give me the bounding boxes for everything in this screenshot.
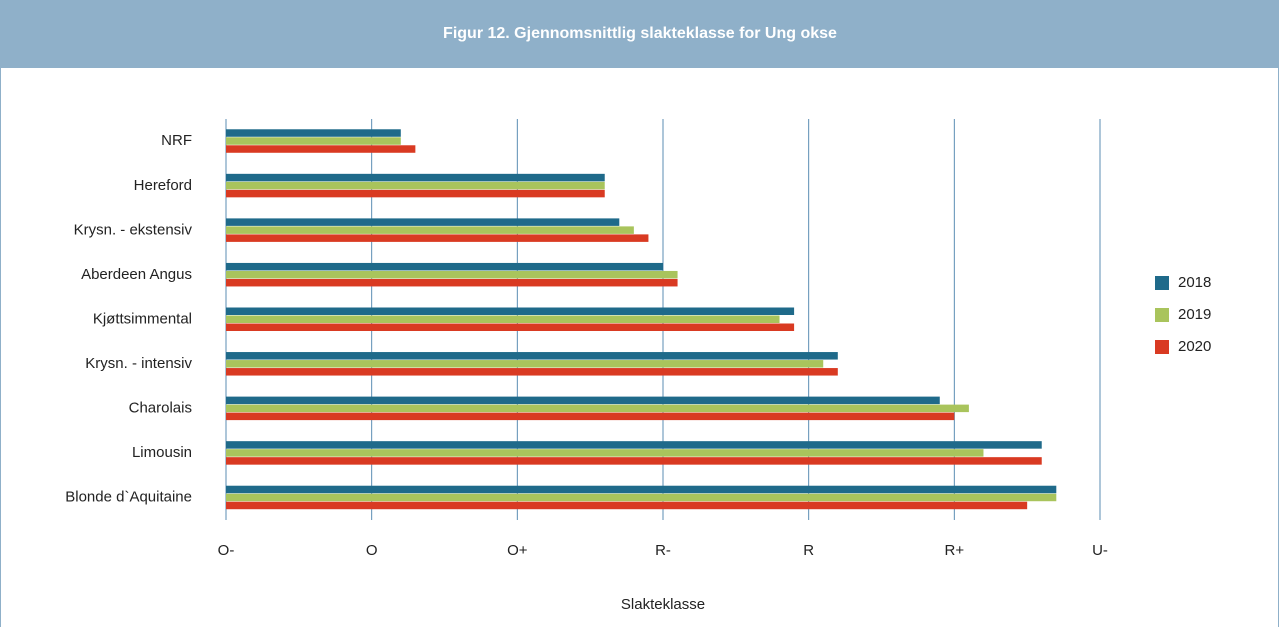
bar bbox=[226, 181, 605, 190]
x-axis-label: Slakteklasse bbox=[621, 596, 705, 613]
bar bbox=[226, 404, 969, 413]
y-tick-label: Kjøttsimmental bbox=[93, 310, 192, 327]
bar bbox=[226, 226, 634, 234]
header bbox=[0, 0, 1279, 68]
x-tick-label: R+ bbox=[945, 542, 965, 559]
x-tick-label: R bbox=[803, 542, 814, 559]
legend-swatch bbox=[1155, 276, 1169, 290]
bar bbox=[226, 278, 678, 287]
y-tick-label: Charolais bbox=[129, 400, 192, 417]
bar bbox=[226, 129, 401, 137]
legend-swatch bbox=[1155, 308, 1169, 322]
legend-label: 2019 bbox=[1178, 306, 1211, 323]
y-tick-label: Hereford bbox=[134, 177, 192, 194]
bar bbox=[226, 262, 663, 271]
bar bbox=[226, 352, 838, 360]
x-tick-label: R- bbox=[655, 542, 671, 559]
bar bbox=[226, 441, 1042, 449]
bar bbox=[226, 493, 1057, 502]
y-tick-label: Limousin bbox=[132, 444, 192, 461]
bar bbox=[226, 368, 838, 376]
bar bbox=[226, 173, 605, 182]
bar bbox=[226, 457, 1042, 465]
bar bbox=[226, 412, 955, 421]
legend-swatch bbox=[1155, 340, 1169, 354]
x-tick-label: O+ bbox=[507, 542, 528, 559]
bar bbox=[226, 396, 940, 405]
bar bbox=[226, 145, 416, 153]
bar bbox=[226, 307, 795, 315]
bar bbox=[226, 189, 605, 198]
chart-title: Figur 12. Gjennomsnittlig slakteklasse f… bbox=[443, 25, 837, 42]
x-tick-label: O bbox=[366, 542, 378, 559]
y-tick-label: Blonde d`Aquitaine bbox=[65, 489, 192, 506]
y-tick-label: Krysn. - intensiv bbox=[85, 355, 192, 372]
bar bbox=[226, 323, 795, 331]
bar bbox=[226, 270, 678, 279]
bar bbox=[226, 485, 1057, 494]
y-tick-label: Aberdeen Angus bbox=[81, 266, 192, 283]
bar bbox=[226, 137, 401, 145]
bar bbox=[226, 218, 620, 226]
bar bbox=[226, 315, 780, 323]
x-tick-label: O- bbox=[218, 542, 235, 559]
legend-label: 2020 bbox=[1178, 338, 1211, 355]
y-tick-label: Krysn. - ekstensiv bbox=[74, 221, 193, 238]
y-tick-label: NRF bbox=[161, 132, 192, 149]
legend-label: 2018 bbox=[1178, 274, 1211, 291]
x-tick-label: U- bbox=[1092, 542, 1108, 559]
bar bbox=[226, 360, 824, 368]
bar bbox=[226, 449, 984, 457]
bar bbox=[226, 501, 1028, 510]
bar bbox=[226, 234, 649, 242]
